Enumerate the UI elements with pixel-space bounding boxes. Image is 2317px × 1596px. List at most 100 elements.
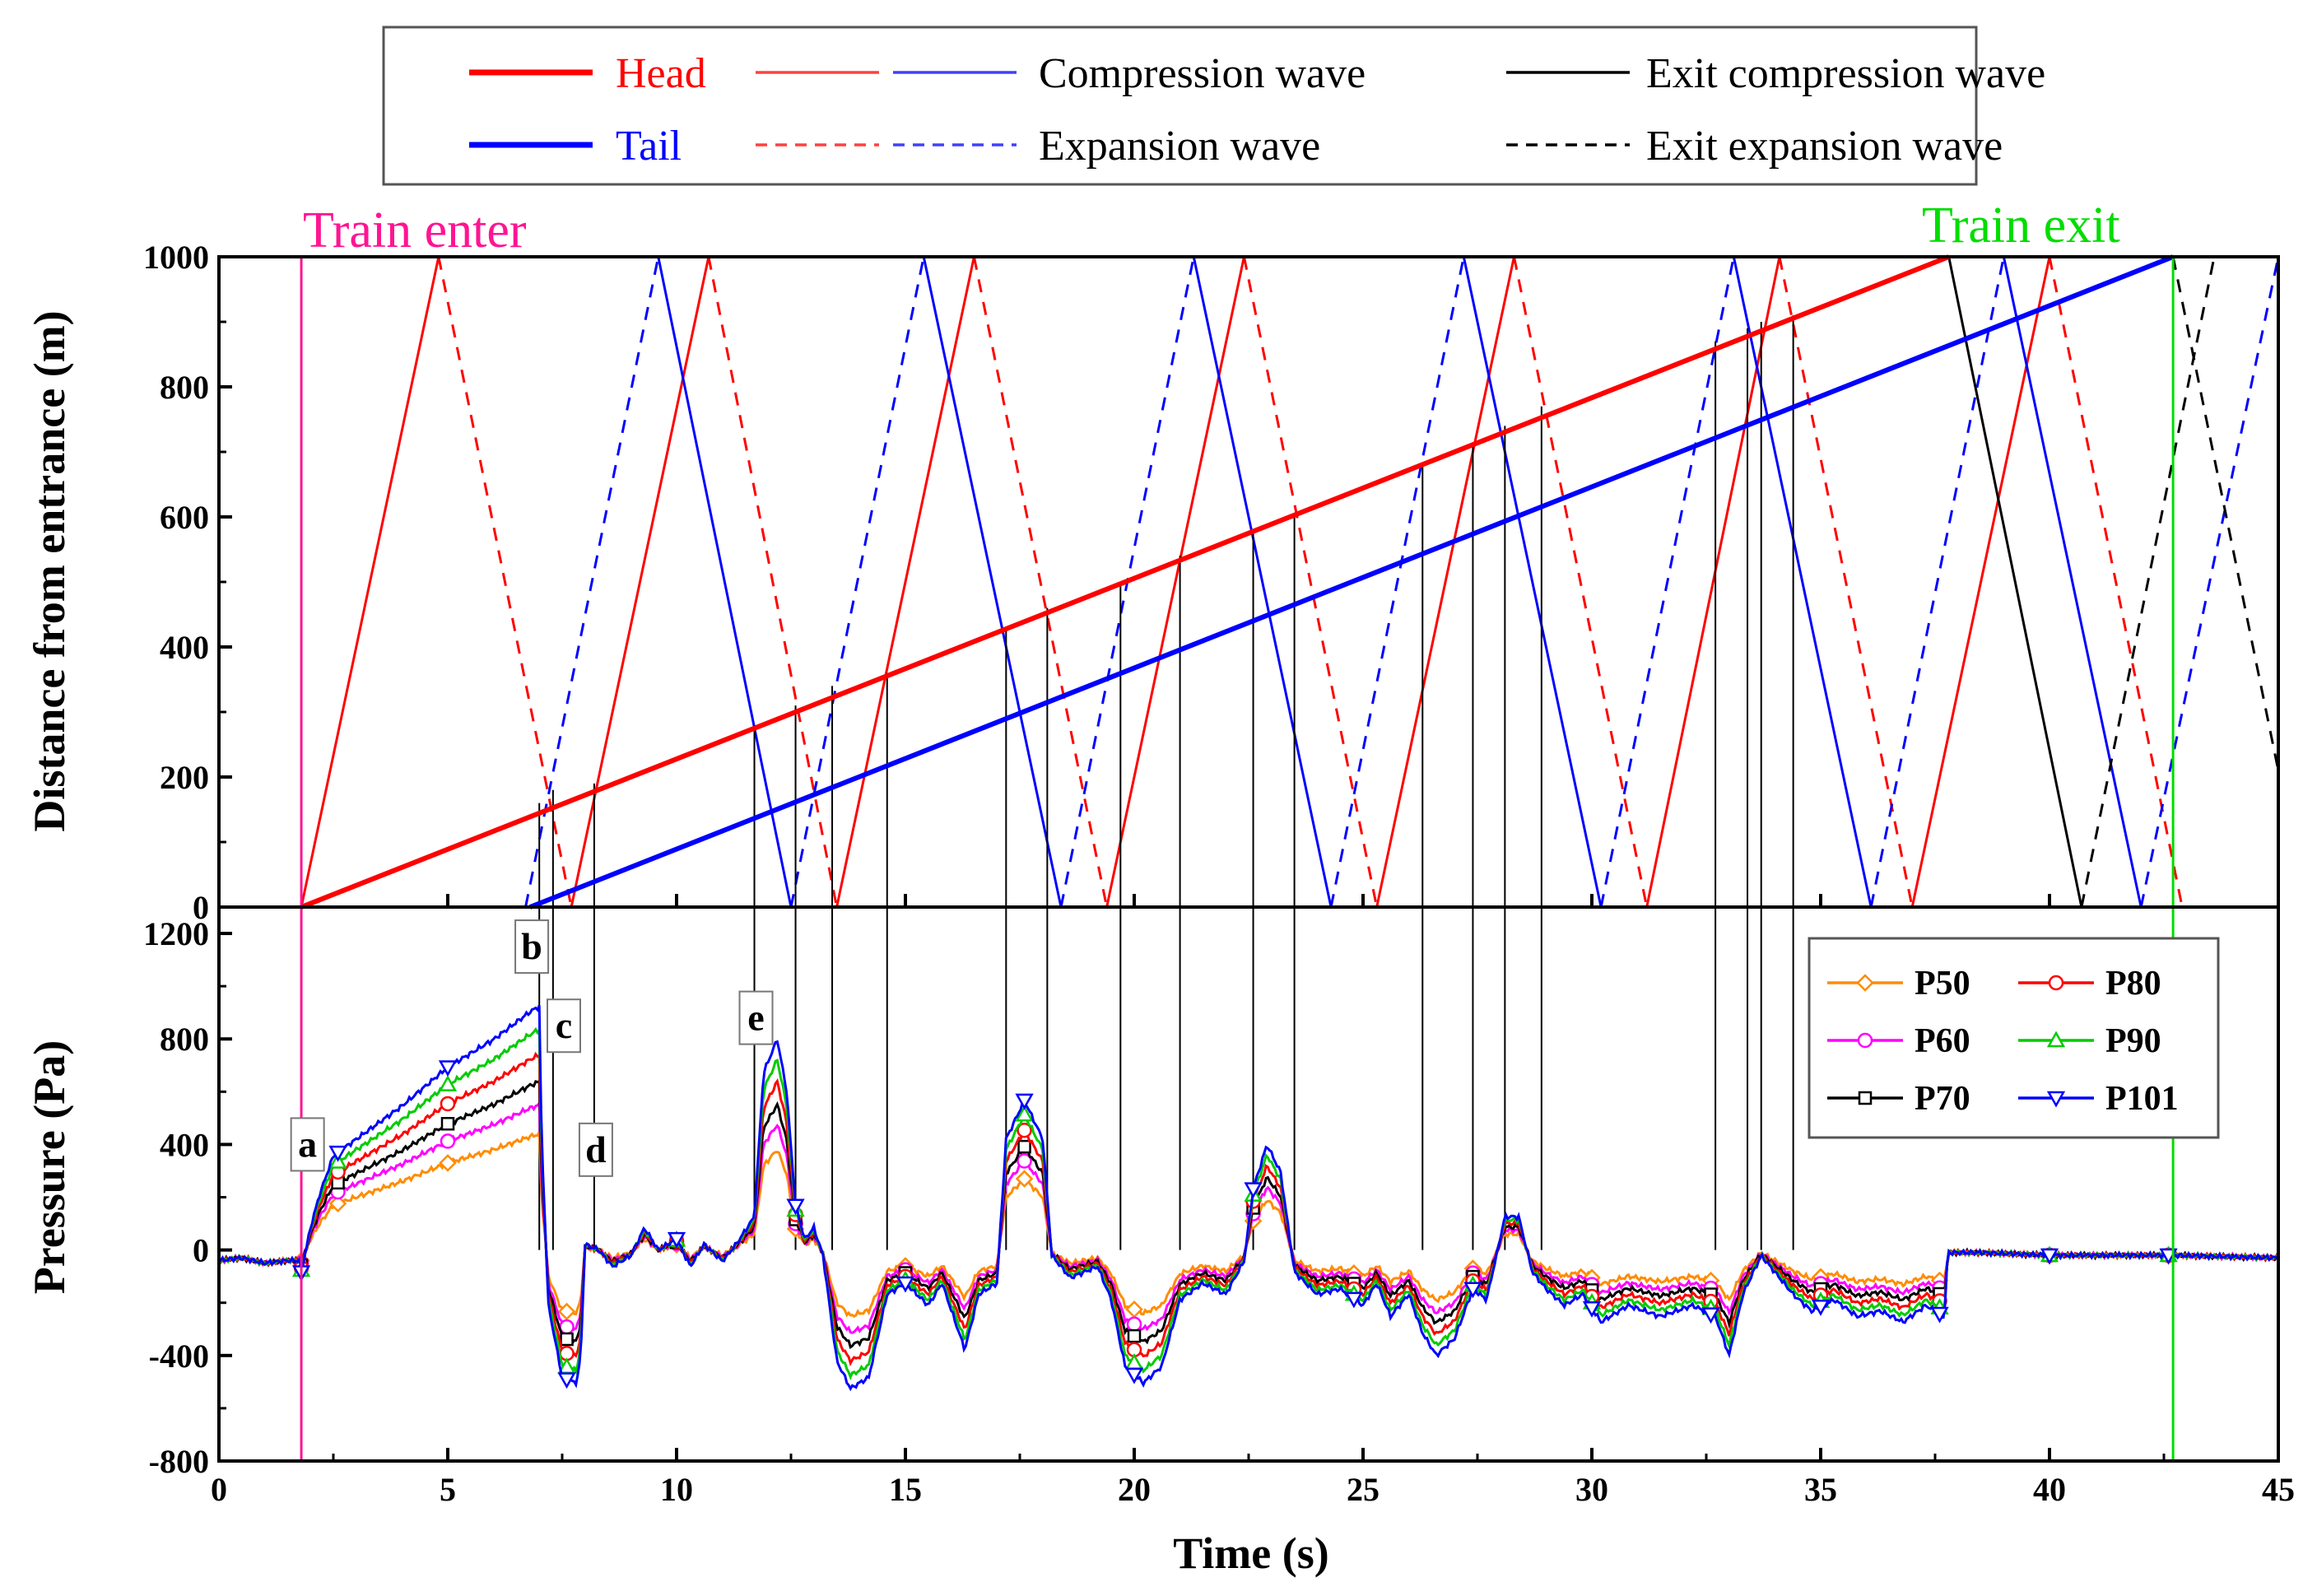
wave-segment-tail-compression-wave-3: [1462, 256, 1603, 908]
bottom-y-axis-title: Pressure (Pa): [25, 1040, 74, 1294]
wave-diagram-panel: [219, 254, 2280, 1250]
top-y-tick-label-2: 400: [160, 629, 209, 666]
wave-segment-head-expansion-wave-6: [2048, 256, 2184, 908]
pressure-marker-p70-2: [440, 1117, 455, 1131]
bottom-y-tick-label-0: -800: [149, 1443, 209, 1480]
annotation-label-b: b: [521, 925, 542, 967]
legend-label-p90: P90: [2105, 1022, 2161, 1060]
top-legend: Head Tail Compression wave Expansion wav…: [382, 26, 2045, 186]
legend-label-compression: Compression wave: [1039, 50, 1366, 97]
legend-marker-p80: [2048, 975, 2064, 991]
wave-segment-head-compression-wave-4: [1375, 256, 1515, 908]
x-tick-label-1: 5: [440, 1471, 456, 1508]
legend-marker-p90: [2046, 1031, 2066, 1048]
x-tick-label-5: 25: [1347, 1471, 1379, 1508]
trajectory-tail: [528, 254, 2175, 910]
pressure-marker-p101-4: [667, 1231, 686, 1249]
x-tick-label-6: 30: [1575, 1471, 1608, 1508]
wave-segment-exit-expansion-wave-1: [2080, 256, 2216, 908]
train-exit-label: Train exit: [1922, 198, 2120, 254]
annotation-box-d: [578, 1122, 613, 1177]
pressure-marker-p101-5: [786, 1198, 805, 1216]
pressure-marker-p101-9: [1244, 1182, 1263, 1199]
legend-label-exit-compression: Exit compression wave: [1646, 50, 2045, 97]
legend-label-tail: Tail: [616, 123, 682, 170]
top-y-tick-label-0: 0: [193, 889, 209, 926]
wave-segment-tail-expansion-wave-6: [2139, 256, 2280, 908]
pressure-marker-p101-6: [896, 1276, 915, 1293]
x-tick-label-0: 0: [211, 1471, 227, 1508]
x-tick-label-8: 40: [2033, 1471, 2066, 1508]
pressure-marker-p70-7: [1017, 1139, 1031, 1154]
wave-segment-tail-expansion-wave-4: [1599, 256, 1735, 908]
x-tick-label-4: 20: [1118, 1471, 1151, 1508]
pressure-marker-p50-8: [1125, 1300, 1143, 1319]
wave-segment-head-expansion-wave-0: [437, 256, 573, 908]
annotation-label-c: c: [556, 1004, 572, 1046]
pressure-marker-p101-7: [1015, 1093, 1034, 1110]
legend-label-p60: P60: [1915, 1022, 1970, 1060]
bottom-y-tick-label-2: 0: [193, 1232, 209, 1269]
wave-segment-exit-expansion-wave-0: [2171, 256, 2280, 771]
wave-segment-head-compression-wave-0: [300, 256, 440, 908]
top-y-tick-label-1: 200: [160, 759, 209, 796]
pressure-marker-p101-12: [1582, 1301, 1602, 1318]
wave-segment-tail-compression-wave-2: [1192, 256, 1333, 908]
wave-segment-tail-expansion-wave-3: [1329, 256, 1465, 908]
top-y-tick-label-5: 1000: [143, 239, 209, 276]
pressure-marker-p101-10: [1344, 1291, 1364, 1309]
pressure-marker-p90-7: [1015, 1105, 1034, 1122]
wave-segment-head-expansion-wave-2: [972, 256, 1109, 908]
pressure-marker-p50-1: [328, 1194, 347, 1212]
x-tick-label-3: 15: [889, 1471, 922, 1508]
top-legend-frame: [382, 26, 1978, 186]
pressure-marker-p101-14: [1811, 1300, 1831, 1316]
bottom-y-tick-label-3: 400: [160, 1126, 209, 1163]
legend-label-p70: P70: [1915, 1080, 1970, 1118]
annotation-box-c: [547, 998, 581, 1054]
top-y-tick-label-3: 600: [160, 499, 209, 536]
pressure-marker-p80-2: [440, 1096, 456, 1112]
annotation-box-a: [290, 1117, 325, 1172]
annotation-box-b: [514, 919, 550, 975]
pressure-marker-p101-3: [557, 1372, 576, 1389]
annotation-box-e: [738, 990, 774, 1045]
pressure-marker-p70-3: [560, 1332, 574, 1347]
legend-label-exit-expansion: Exit expansion wave: [1646, 123, 2003, 170]
legend-label-p80: P80: [2105, 965, 2161, 1003]
top-y-axis-title: Distance from entrance (m): [25, 310, 74, 831]
annotation-label-d: d: [585, 1128, 607, 1170]
pressure-legend: P50 P60 P70 P80 P90 P101: [1808, 937, 2220, 1139]
wave-segment-tail-compression-wave-4: [1732, 256, 1873, 908]
legend-label-expansion: Expansion wave: [1039, 123, 1320, 170]
wave-segment-tail-compression-wave-5: [2002, 256, 2143, 908]
pressure-marker-p60-2: [440, 1133, 456, 1149]
wave-segment-head-compression-wave-3: [1105, 256, 1245, 908]
pressure-marker-p50-7: [1015, 1170, 1034, 1188]
wave-segment-head-expansion-wave-3: [1242, 256, 1379, 908]
pressure-marker-p101-16: [2040, 1248, 2059, 1265]
x-axis-title: Time (s): [1173, 1529, 1328, 1578]
bottom-y-tick-label-1: -400: [149, 1338, 209, 1375]
pressure-marker-p50-2: [439, 1154, 457, 1172]
legend-marker-p101: [2046, 1091, 2066, 1108]
x-tick-label-7: 35: [1804, 1471, 1837, 1508]
legend-label-p50: P50: [1915, 965, 1970, 1003]
legend-marker-p50: [1856, 974, 1874, 992]
legend-label-p101: P101: [2105, 1080, 2179, 1118]
pressure-marker-p90-8: [1124, 1353, 1144, 1370]
pressure-marker-p101-2: [438, 1060, 458, 1077]
annotation-label-a: a: [298, 1123, 317, 1165]
wave-segment-tail-compression-wave-0: [657, 256, 793, 908]
annotation-label-e: e: [747, 997, 764, 1039]
trajectory-head: [300, 254, 1950, 910]
wave-segment-exit-compression-wave-0: [1947, 256, 2083, 908]
wave-segment-tail-expansion-wave-1: [789, 256, 925, 908]
wave-segment-head-expansion-wave-5: [1778, 256, 1914, 908]
pressure-marker-p70-8: [1127, 1328, 1142, 1343]
bottom-y-tick-label-4: 800: [160, 1021, 209, 1058]
pressure-marker-p80-7: [1017, 1123, 1032, 1138]
wave-segment-tail-compression-wave-1: [922, 256, 1063, 908]
